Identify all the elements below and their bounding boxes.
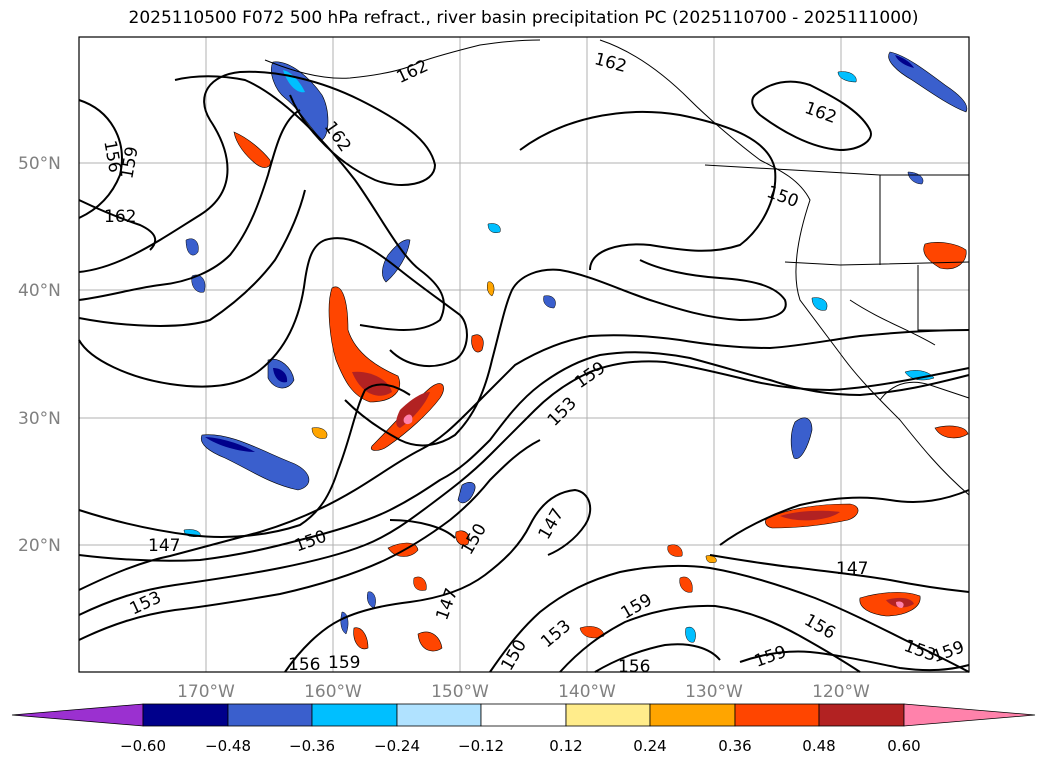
colorbar-tick: −0.48 <box>205 737 251 755</box>
lat-labels: 50°N 40°N 30°N 20°N <box>18 154 61 556</box>
contours <box>78 70 970 673</box>
colorbar-segment <box>818 703 905 727</box>
map-frame <box>78 36 970 673</box>
colorbar-segment <box>311 703 398 727</box>
colorbar-tick: 0.48 <box>802 737 835 755</box>
colorbar-segment <box>903 703 1036 727</box>
colorbar-segment <box>480 703 567 727</box>
map-title: 2025110500 F072 500 hPa refract., river … <box>128 8 919 28</box>
colorbar-tick: −0.24 <box>374 737 420 755</box>
lon-label: 140°W <box>558 682 616 702</box>
colorbar-tick: −0.36 <box>289 737 335 755</box>
colorbar-segment <box>649 703 736 727</box>
lon-label: 130°W <box>685 682 743 702</box>
colorbar-segment <box>565 703 651 727</box>
colorbar-segment <box>142 703 229 727</box>
contour-label: 162 <box>104 207 136 227</box>
colorbar-ticks: −0.60 −0.48 −0.36 −0.24 −0.12 0.12 0.24 … <box>120 737 921 755</box>
lat-label: 40°N <box>18 281 61 301</box>
colorbar-tick: −0.12 <box>458 737 504 755</box>
colorbar-tick: 0.24 <box>633 737 666 755</box>
contour-label: 156 <box>288 655 320 675</box>
lat-label: 30°N <box>18 409 61 429</box>
colorbar-segment <box>11 703 144 727</box>
colorbar-tick: 0.12 <box>549 737 582 755</box>
colorbar-tick: −0.60 <box>120 737 166 755</box>
lon-labels: 170°W 160°W 150°W 140°W 130°W 120°W <box>177 682 870 702</box>
colorbar <box>11 703 1036 727</box>
coastline <box>264 39 970 496</box>
contour-label: 156 <box>618 657 650 677</box>
lat-label: 50°N <box>18 154 61 174</box>
colorbar-segment <box>734 703 820 727</box>
lon-label: 150°W <box>431 682 489 702</box>
colorbar-segment <box>227 703 313 727</box>
lon-label: 120°W <box>812 682 870 702</box>
contour-label: 159 <box>328 653 360 673</box>
colorbar-segment <box>396 703 482 727</box>
contour-label: 147 <box>148 536 180 556</box>
map-area <box>79 37 969 672</box>
colorbar-tick: 0.36 <box>718 737 751 755</box>
contour-label: 147 <box>836 559 868 579</box>
colorbar-tick: 0.60 <box>887 737 920 755</box>
lat-label: 20°N <box>18 536 61 556</box>
precip-shading <box>183 51 969 652</box>
lon-label: 160°W <box>304 682 362 702</box>
lon-label: 170°W <box>177 682 235 702</box>
